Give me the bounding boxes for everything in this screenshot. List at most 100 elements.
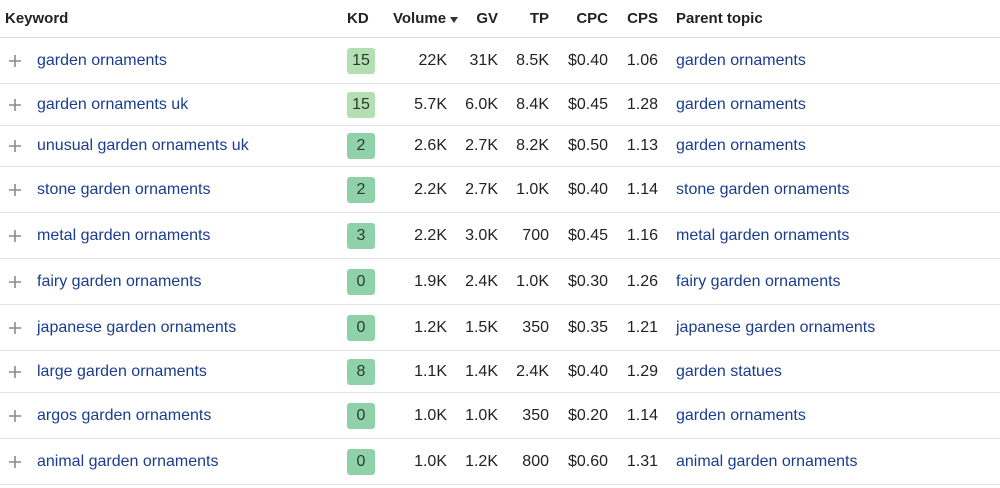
header-cpc[interactable]: CPC [576, 10, 608, 27]
cpc-value: $0.35 [567, 318, 608, 336]
table-row: stone garden ornaments 2 2.2K 2.7K 1.0K $0.40… [0, 167, 1000, 213]
parent-topic-link[interactable]: animal garden ornaments [676, 452, 858, 470]
plus-icon [9, 140, 21, 152]
tp-value: 8.5K [516, 51, 549, 69]
table-row: japanese garden ornaments 0 1.2K 1.5K 350 $0.… [0, 305, 1000, 351]
cpc-value: $0.45 [567, 95, 608, 113]
keyword-link[interactable]: animal garden ornaments [37, 452, 219, 470]
kd-cell: 15 [347, 38, 375, 83]
keyword-link[interactable]: stone garden ornaments [37, 180, 211, 198]
volume-value: 2.2K [414, 180, 447, 198]
add-keyword-button[interactable] [5, 305, 25, 350]
kd-cell: 8 [347, 351, 375, 392]
keyword-link[interactable]: garden ornaments uk [37, 95, 189, 113]
tp-value: 1.0K [516, 180, 549, 198]
volume-value: 1.0K [414, 406, 447, 424]
gv-value: 31K [469, 51, 498, 69]
header-gv[interactable]: GV [476, 10, 498, 27]
parent-topic-link[interactable]: metal garden ornaments [676, 226, 850, 244]
header-keyword[interactable]: Keyword [5, 10, 69, 27]
gv-value: 3.0K [465, 226, 498, 244]
header-volume-label: Volume [393, 10, 447, 27]
parent-topic-link[interactable]: garden ornaments [676, 51, 806, 69]
kd-cell: 3 [347, 213, 375, 258]
add-keyword-button[interactable] [5, 213, 25, 258]
cpc-value: $0.20 [567, 406, 608, 424]
table-row: large garden ornaments 8 1.1K 1.4K 2.4K $0.40… [0, 351, 1000, 393]
tp-value: 350 [522, 318, 549, 336]
keyword-link[interactable]: japanese garden ornaments [37, 318, 237, 336]
kd-cell: 0 [347, 439, 375, 484]
volume-value: 2.6K [414, 137, 447, 154]
header-tp[interactable]: TP [529, 10, 549, 27]
header-cps[interactable]: CPS [627, 10, 658, 27]
cps-value: 1.29 [626, 362, 658, 380]
parent-topic-link[interactable]: stone garden ornaments [676, 180, 850, 198]
volume-value: 1.1K [414, 362, 447, 380]
add-keyword-button[interactable] [5, 259, 25, 304]
add-keyword-button[interactable] [5, 393, 25, 438]
gv-value: 2.4K [465, 272, 498, 290]
cps-value: 1.16 [626, 226, 658, 244]
cps-value: 1.28 [626, 95, 658, 113]
cpc-value: $0.50 [567, 137, 608, 154]
add-keyword-button[interactable] [5, 126, 25, 166]
tp-value: 8.4K [516, 95, 549, 113]
cps-value: 1.21 [626, 318, 658, 336]
gv-value: 1.2K [465, 452, 498, 470]
header-parent-topic[interactable]: Parent topic [676, 10, 763, 27]
kd-badge: 0 [347, 268, 375, 295]
parent-topic-link[interactable]: garden statues [676, 362, 782, 380]
cpc-value: $0.60 [567, 452, 608, 470]
header-kd[interactable]: KD [347, 10, 369, 27]
keyword-link[interactable]: garden ornaments [37, 51, 167, 69]
gv-value: 6.0K [465, 95, 498, 113]
keyword-link[interactable]: large garden ornaments [37, 362, 207, 380]
tp-value: 1.0K [516, 272, 549, 290]
kd-cell: 2 [347, 126, 375, 166]
header-volume[interactable]: Volume [393, 0, 459, 37]
parent-topic-link[interactable]: garden ornaments [676, 406, 806, 424]
parent-topic-link[interactable]: fairy garden ornaments [676, 272, 841, 290]
parent-topic-link[interactable]: garden ornaments [676, 137, 806, 154]
cps-value: 1.26 [626, 272, 658, 290]
cps-value: 1.14 [626, 180, 658, 198]
plus-icon [9, 365, 21, 378]
plus-icon [9, 455, 21, 468]
keyword-link[interactable]: argos garden ornaments [37, 406, 212, 424]
plus-icon [9, 98, 21, 111]
kd-badge: 2 [347, 133, 375, 159]
volume-value: 2.2K [414, 226, 447, 244]
add-keyword-button[interactable] [5, 439, 25, 484]
cpc-value: $0.40 [567, 51, 608, 69]
keyword-link[interactable]: fairy garden ornaments [37, 272, 202, 290]
kd-badge: 3 [347, 222, 375, 249]
add-keyword-button[interactable] [5, 84, 25, 125]
plus-icon [9, 409, 21, 422]
parent-topic-link[interactable]: garden ornaments [676, 95, 806, 113]
gv-value: 1.5K [465, 318, 498, 336]
keyword-link[interactable]: metal garden ornaments [37, 226, 211, 244]
table-row: argos garden ornaments 0 1.0K 1.0K 350 $0.20 1… [0, 393, 1000, 439]
add-keyword-button[interactable] [5, 167, 25, 212]
table-row: metal garden ornaments 3 2.2K 3.0K 700 $0.45 1… [0, 213, 1000, 259]
cps-value: 1.14 [626, 406, 658, 424]
tp-value: 350 [522, 406, 549, 424]
plus-icon [9, 275, 21, 288]
cpc-value: $0.40 [567, 362, 608, 380]
tp-value: 2.4K [516, 362, 549, 380]
parent-topic-link[interactable]: japanese garden ornaments [676, 318, 876, 336]
add-keyword-button[interactable] [5, 351, 25, 392]
gv-value: 2.7K [465, 137, 498, 154]
table-row: animal garden ornaments 0 1.0K 1.2K 800 $0.60… [0, 439, 1000, 485]
plus-icon [9, 321, 21, 334]
kd-cell: 15 [347, 84, 375, 125]
kd-badge: 0 [347, 402, 375, 429]
cpc-value: $0.40 [567, 180, 608, 198]
gv-value: 2.7K [465, 180, 498, 198]
cpc-value: $0.30 [567, 272, 608, 290]
kd-badge: 15 [347, 91, 375, 118]
keyword-link[interactable]: unusual garden ornaments uk [37, 137, 249, 154]
add-keyword-button[interactable] [5, 38, 25, 83]
volume-value: 1.9K [414, 272, 447, 290]
